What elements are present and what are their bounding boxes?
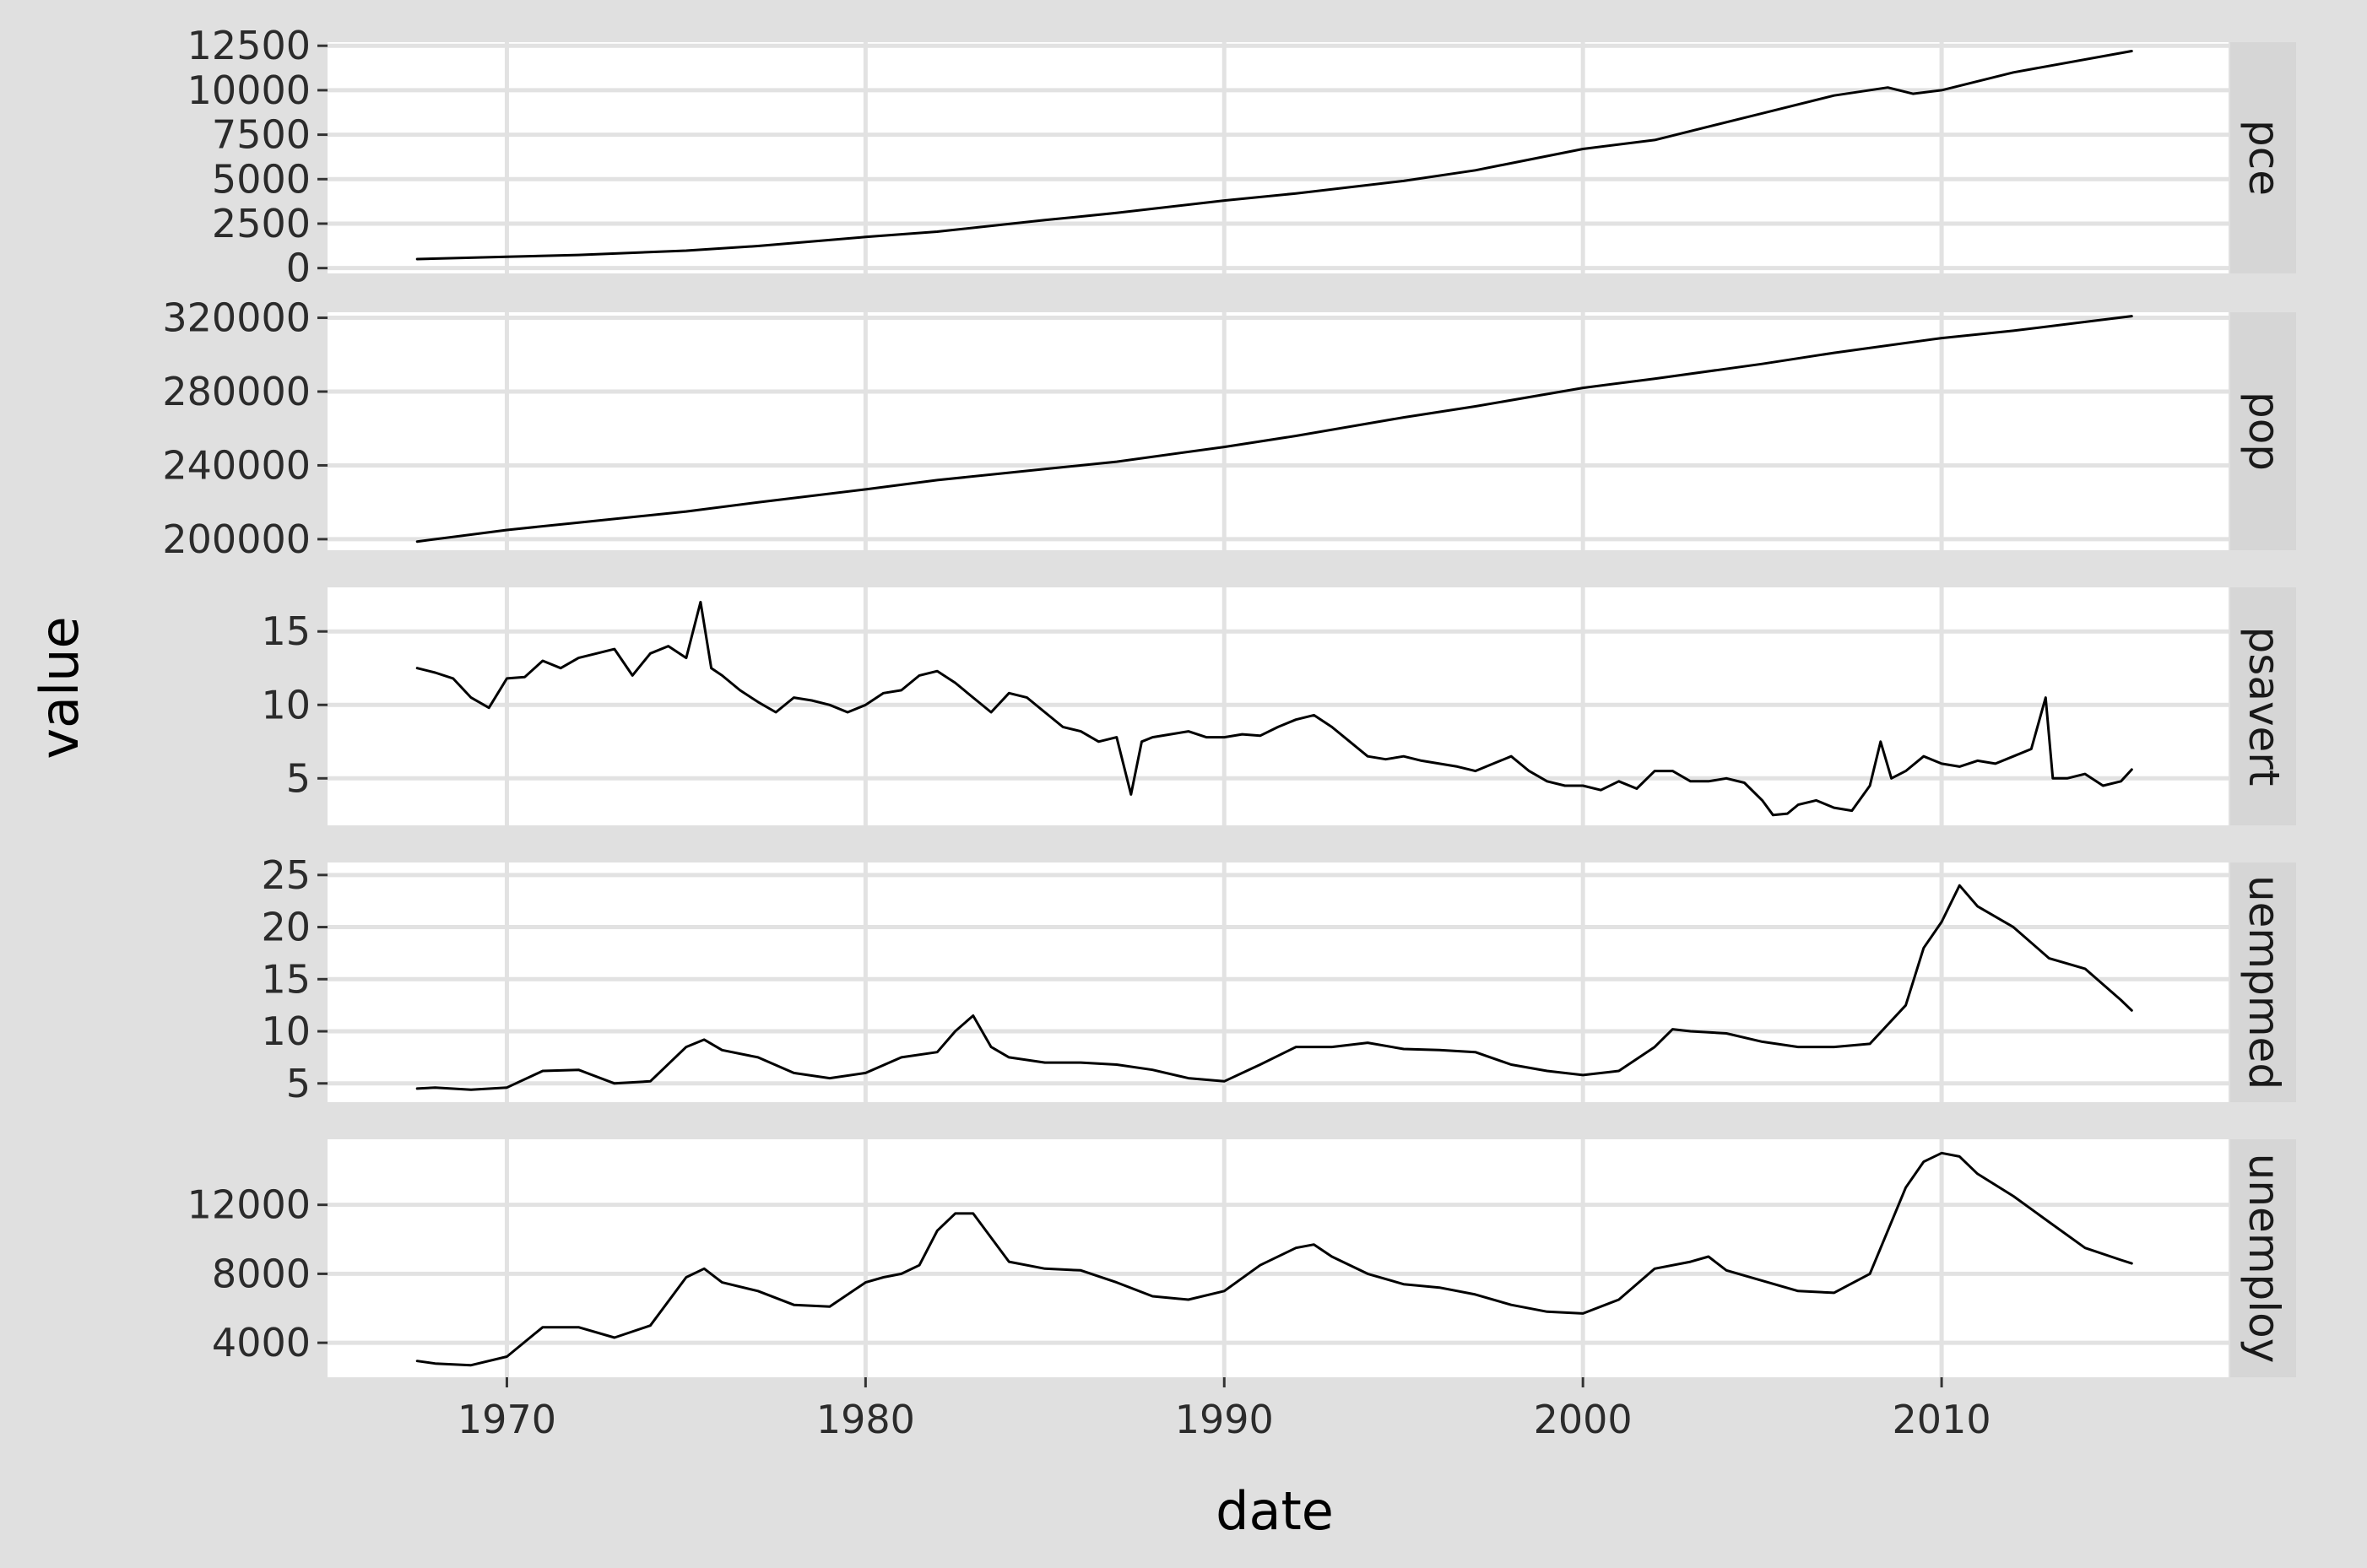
y-tick-label: 4000 (212, 1320, 311, 1365)
panel-unemploy: 4000 8000 12000 unemploy (187, 1139, 2296, 1377)
y-tick-label: 5 (286, 1061, 311, 1106)
y-tick-label: 25 (261, 852, 311, 898)
facet-strip (2230, 1139, 2296, 1377)
y-tick-label: 10000 (187, 68, 311, 113)
y-axis-title: value (29, 616, 90, 759)
facet-strip (2230, 312, 2296, 550)
facet-strip-label: uempmed (2240, 875, 2288, 1089)
y-tick-label: 240000 (162, 442, 311, 488)
y-tick-label: 5000 (212, 156, 311, 202)
y-tick-label: 0 (286, 246, 311, 291)
x-axis-title: date (1216, 1480, 1334, 1542)
x-axis: 1970 1980 1990 2000 2010 (458, 1377, 1991, 1442)
facet-strip (2230, 42, 2296, 273)
y-tick-label: 10 (261, 682, 311, 727)
facet-strip (2230, 862, 2296, 1102)
y-tick-label: 20 (261, 905, 311, 950)
facet-strip-label: pce (2240, 120, 2288, 196)
series-line-unemploy (415, 1151, 2133, 1367)
series-line-pce (415, 50, 2133, 261)
series-line-psavert (415, 600, 2133, 817)
series-line-uempmed (415, 884, 2133, 1091)
x-tick-label: 1970 (458, 1397, 556, 1442)
facet-strip-label-wrap: uempmed (2240, 875, 2288, 1089)
facet-strip-label: psavert (2240, 627, 2288, 787)
panel-background (328, 42, 2229, 273)
panel-uempmed: 5 10 15 20 25 uempmed (261, 852, 2296, 1106)
y-tick-label: 12500 (187, 23, 311, 68)
y-tick-label: 2500 (212, 201, 311, 246)
facet-strip-label-wrap: pop (2240, 392, 2288, 471)
facet-strip-label: unemploy (2240, 1154, 2288, 1364)
facet-strip-label: pop (2240, 392, 2288, 471)
y-tick-label: 7500 (212, 112, 311, 158)
facet-strip-label-wrap: unemploy (2240, 1154, 2288, 1364)
x-tick-label: 2000 (1534, 1397, 1633, 1442)
x-tick-label: 2010 (1893, 1397, 1991, 1442)
facet-strip-label-wrap: pce (2240, 120, 2288, 196)
y-tick-label: 15 (261, 956, 311, 1002)
panel-background (328, 312, 2229, 550)
y-tick-label: 320000 (162, 295, 311, 341)
x-tick-label: 1990 (1175, 1397, 1274, 1442)
panel-pop: 200000 240000 280000 320000 pop (162, 295, 2296, 562)
y-tick-label: 15 (261, 608, 311, 654)
y-tick-label: 8000 (212, 1251, 311, 1296)
series-line-pop (415, 315, 2133, 543)
panel-psavert: 5 10 15 psavert (261, 587, 2296, 825)
y-tick-label: 12000 (187, 1182, 311, 1228)
facet-strip-label-wrap: psavert (2240, 627, 2288, 787)
facet-strip (2230, 587, 2296, 825)
y-tick-label: 280000 (162, 369, 311, 414)
y-tick-label: 5 (286, 755, 311, 801)
y-tick-label: 200000 (162, 516, 311, 562)
x-tick-label: 1980 (816, 1397, 915, 1442)
y-tick-label: 10 (261, 1008, 311, 1054)
